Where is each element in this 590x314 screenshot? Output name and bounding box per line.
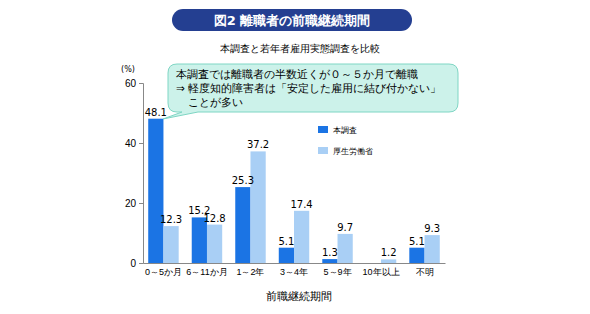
data-label: 17.4 — [290, 199, 312, 210]
bar — [381, 259, 396, 263]
data-label: 25.3 — [232, 175, 254, 186]
legend-label: 本調査 — [333, 126, 357, 135]
x-tick-label: 不明 — [416, 267, 434, 277]
x-tick-label: 10年以上 — [363, 267, 400, 277]
data-label: 12.3 — [160, 214, 182, 225]
x-tick: 5～9年 — [324, 263, 352, 277]
y-tick-mark — [139, 143, 143, 144]
y-tick: 40 — [125, 138, 143, 149]
y-tick-mark — [139, 83, 143, 84]
bar — [409, 248, 424, 263]
y-axis-title: (%) — [121, 65, 135, 74]
title-banner — [172, 9, 412, 31]
x-tick: 1～2年 — [236, 263, 264, 277]
data-label: 12.8 — [203, 213, 225, 224]
x-tick: 6～11か月 — [186, 263, 227, 277]
annotation-text: ⇒ 軽度知的障害者は「安定した雇用に結び付かない」 — [176, 82, 441, 94]
x-tick: 3～4年 — [280, 263, 308, 277]
bar — [338, 234, 353, 263]
x-tick-label: 0～5か月 — [145, 267, 182, 277]
data-label: 5.1 — [278, 236, 294, 247]
data-label: 37.2 — [247, 139, 269, 150]
data-label: 9.7 — [337, 222, 353, 233]
legend-item: 本調査 — [318, 126, 357, 135]
y-axis: 0 20 40 60 — [125, 78, 144, 269]
bars — [148, 119, 440, 263]
bar — [207, 225, 222, 263]
y-axis-line — [139, 84, 144, 264]
legend-label: 厚生労働省 — [333, 147, 373, 156]
x-axis-title: 前職継続期間 — [266, 290, 332, 303]
bar — [279, 248, 294, 263]
x-axis: 0～5か月 6～11か月 1～2年 3～4年 5～9年 10年以上 不明 — [144, 263, 446, 277]
bar — [322, 259, 337, 263]
data-labels: 48.115.225.35.11.35.112.312.837.217.49.7… — [145, 107, 440, 259]
y-tick-label: 60 — [125, 78, 137, 89]
x-tick-label: 5～9年 — [324, 267, 352, 277]
y-tick-mark — [139, 263, 143, 264]
bar — [163, 226, 178, 263]
legend-item: 厚生労働省 — [318, 147, 373, 156]
annotation-text: ことが多い — [188, 96, 243, 108]
x-tick: 0～5か月 — [145, 263, 182, 277]
subtitle: 本調査と若年者雇用実態調査を比較 — [220, 43, 380, 54]
y-tick: 20 — [125, 198, 143, 209]
bar — [235, 187, 250, 263]
title: 図2 離職者の前職継続期間 — [214, 13, 371, 28]
data-label: 9.3 — [424, 223, 440, 234]
x-tick-label: 3～4年 — [280, 267, 308, 277]
y-tick-label: 0 — [130, 258, 136, 269]
data-label: 5.1 — [409, 236, 425, 247]
chart: 図2 離職者の前職継続期間本調査と若年者雇用実態調査を比較 0 20 40 60 (%) 0… — [0, 0, 590, 314]
x-tick-label: 6～11か月 — [186, 267, 227, 277]
annotation-text: 本調査では離職者の半数近くが０～５か月で離職 — [176, 68, 418, 80]
bar — [294, 211, 309, 263]
x-axis-line — [144, 263, 446, 264]
x-tick: 10年以上 — [363, 263, 400, 277]
bar — [148, 119, 163, 263]
bar — [425, 235, 440, 263]
callout-box — [163, 64, 458, 119]
bar — [250, 151, 265, 263]
y-tick: 0 — [130, 258, 143, 269]
legend: 本調査厚生労働省 — [318, 126, 373, 156]
data-label: 48.1 — [145, 107, 167, 118]
y-tick-label: 20 — [125, 198, 137, 209]
y-tick-mark — [139, 203, 143, 204]
bar — [192, 217, 207, 263]
legend-swatch — [318, 147, 328, 154]
annotation: 本調査では離職者の半数近くが０～５か月で離職 ⇒ 軽度知的障害者は「安定した雇用に… — [163, 64, 458, 119]
y-tick: 60 — [125, 78, 143, 89]
data-label: 1.3 — [322, 247, 338, 258]
legend-swatch — [318, 126, 328, 133]
x-tick: 不明 — [416, 263, 434, 277]
data-label: 1.2 — [381, 247, 397, 258]
y-tick-label: 40 — [125, 138, 137, 149]
x-tick-label: 1～2年 — [236, 267, 264, 277]
